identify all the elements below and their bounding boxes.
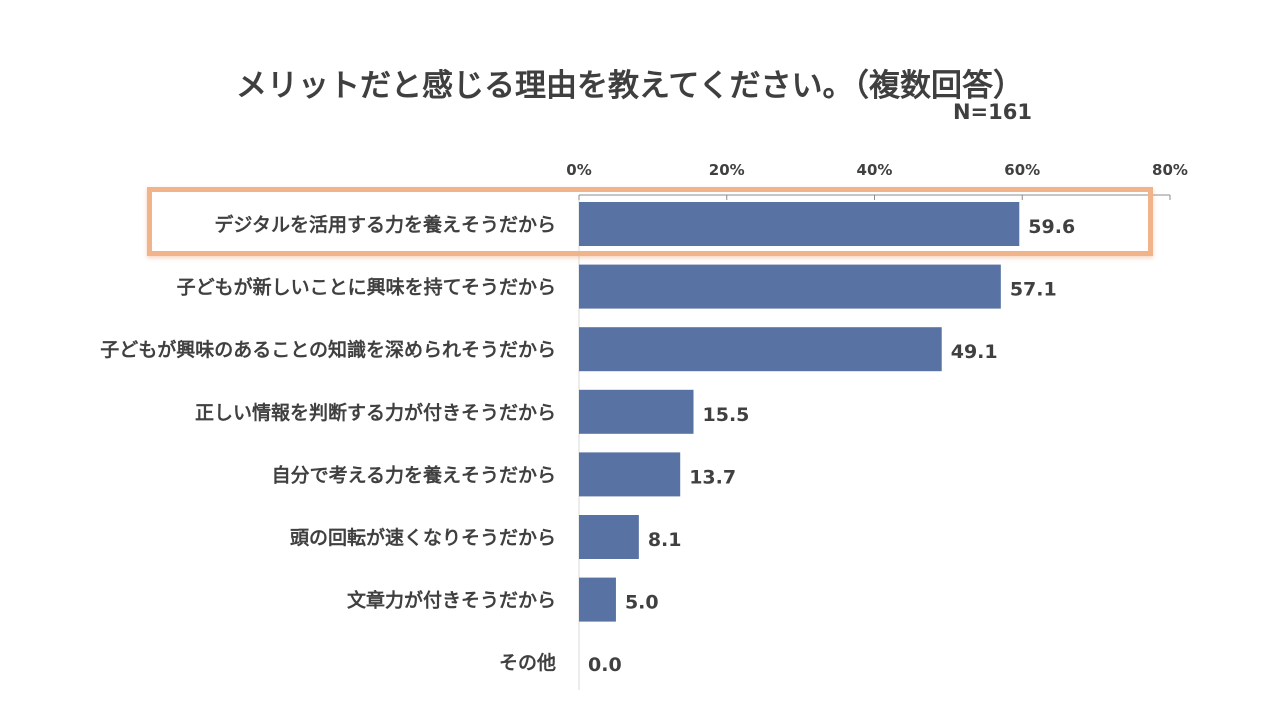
category-label: 文章力が付きそうだから <box>347 589 556 612</box>
category-label: その他 <box>499 651 556 674</box>
x-tick-label: 0% <box>566 161 591 179</box>
bar <box>579 577 616 622</box>
sample-size-label: N=161 <box>952 100 1032 124</box>
category-label: 正しい情報を判断する力が付きそうだから <box>195 401 556 424</box>
value-label: 59.6 <box>1028 216 1075 238</box>
value-label: 0.0 <box>588 654 622 676</box>
highlight-box <box>147 187 1153 256</box>
category-label: 子どもが興味のあることの知識を深められそうだから <box>100 338 556 361</box>
bar <box>579 202 1020 246</box>
bar <box>579 452 681 497</box>
value-label: 15.5 <box>703 404 750 426</box>
value-label: 49.1 <box>951 341 998 363</box>
value-label: 8.1 <box>648 529 682 551</box>
category-label: 子どもが新しいことに興味を持てそうだから <box>177 276 556 299</box>
value-labels: 59.6 57.1 49.1 15.5 13.7 8.1 5.0 0.0 <box>588 216 1075 676</box>
bar <box>579 327 942 372</box>
x-tick-label: 20% <box>709 161 745 179</box>
bar <box>579 389 694 434</box>
bars <box>579 202 1020 622</box>
x-axis: 0% 20% 40% 60% 80% <box>566 161 1188 690</box>
bar <box>579 515 639 559</box>
category-label: デジタルを活用する力を養えそうだから <box>214 213 556 236</box>
x-tick-label: 80% <box>1152 161 1188 179</box>
x-tick-label: 40% <box>857 161 893 179</box>
chart-title: メリットだと感じる理由を教えてください。（複数回答） <box>235 68 1025 104</box>
category-label: 頭の回転が速くなりそうだから <box>290 526 556 549</box>
category-labels: デジタルを活用する力を養えそうだから子どもが新しいことに興味を持てそうだから子ど… <box>100 213 556 674</box>
bar <box>579 264 1001 309</box>
value-label: 5.0 <box>625 592 659 614</box>
value-label: 13.7 <box>689 466 736 488</box>
category-label: 自分で考える力を養えそうだから <box>272 463 556 486</box>
value-label: 57.1 <box>1010 279 1057 301</box>
x-tick-label: 60% <box>1004 161 1040 179</box>
